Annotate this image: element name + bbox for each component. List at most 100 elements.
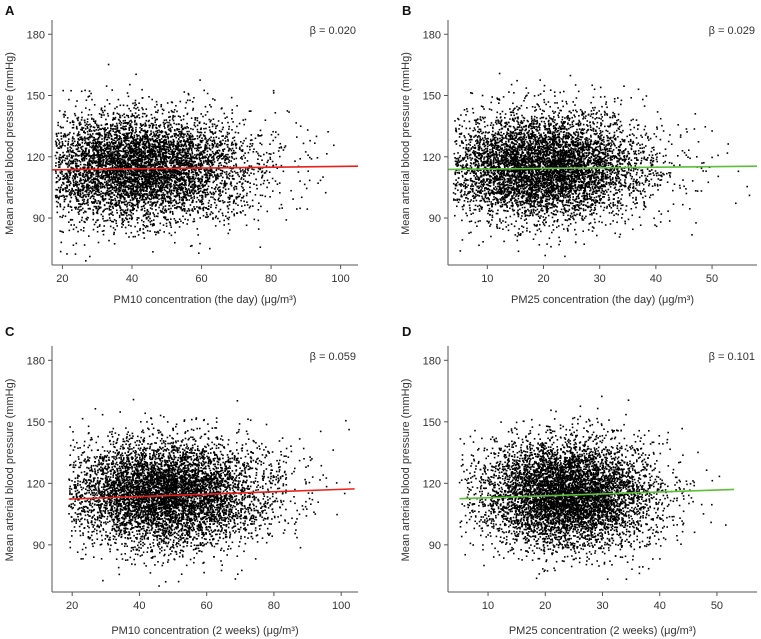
data-point: [112, 167, 114, 170]
data-point: [92, 171, 94, 174]
data-point: [130, 174, 133, 176]
data-point: [90, 191, 93, 193]
data-point: [180, 140, 182, 142]
data-point: [92, 144, 94, 147]
data-point: [74, 193, 76, 195]
data-point: [91, 98, 93, 101]
data-point: [116, 128, 118, 130]
data-point: [200, 140, 203, 142]
data-point: [121, 219, 124, 221]
data-point: [193, 97, 195, 99]
data-point: [206, 140, 209, 143]
data-point: [205, 181, 208, 183]
data-point: [105, 184, 107, 186]
data-point: [134, 190, 136, 193]
data-point: [160, 130, 163, 132]
data-point: [127, 170, 130, 173]
data-point: [173, 144, 175, 146]
data-point: [103, 164, 105, 167]
data-point: [61, 230, 63, 233]
data-point: [171, 180, 173, 182]
data-point: [154, 169, 156, 171]
data-point: [190, 168, 193, 170]
data-point: [92, 120, 95, 122]
data-point: [86, 130, 89, 133]
data-point: [213, 192, 216, 195]
data-point: [239, 193, 241, 196]
data-point: [219, 208, 222, 211]
data-point: [174, 168, 177, 171]
data-point: [106, 143, 109, 146]
data-point: [66, 185, 69, 187]
data-point: [108, 194, 111, 196]
data-point: [65, 189, 67, 192]
data-point: [253, 218, 256, 221]
data-point: [124, 155, 126, 158]
data-point: [130, 172, 132, 175]
data-point: [160, 131, 163, 134]
data-point: [188, 189, 191, 192]
data-point: [88, 129, 91, 131]
data-point: [161, 199, 163, 202]
data-point: [74, 105, 77, 108]
data-point: [181, 157, 183, 160]
data-point: [153, 193, 156, 196]
data-point: [182, 184, 185, 186]
data-point: [130, 215, 133, 217]
data-point: [73, 112, 76, 115]
data-point: [319, 179, 322, 182]
data-point: [122, 144, 125, 146]
data-point: [125, 114, 128, 117]
data-point: [184, 169, 186, 171]
data-point: [115, 133, 118, 136]
data-point: [140, 125, 143, 127]
data-point: [165, 176, 167, 178]
data-point: [111, 188, 114, 191]
data-point: [150, 150, 153, 153]
data-point: [180, 131, 183, 133]
data-point: [67, 205, 69, 207]
data-point: [169, 192, 172, 195]
data-point: [168, 189, 171, 191]
data-point: [60, 157, 63, 159]
data-point: [65, 162, 68, 165]
data-point: [95, 188, 97, 191]
data-point: [207, 205, 210, 207]
data-point: [84, 89, 86, 92]
data-point: [131, 160, 134, 162]
data-point: [98, 154, 101, 156]
data-point: [103, 140, 106, 142]
data-point: [112, 162, 114, 164]
data-point: [212, 136, 215, 139]
data-point: [165, 225, 168, 227]
data-point: [64, 114, 67, 116]
data-point: [58, 143, 60, 145]
data-point: [78, 124, 81, 126]
data-point: [265, 151, 268, 154]
data-point: [212, 145, 215, 148]
data-point: [103, 159, 105, 161]
data-point: [111, 211, 114, 213]
data-point: [103, 114, 105, 116]
data-point: [136, 184, 138, 187]
data-point: [94, 162, 97, 164]
data-point: [126, 177, 128, 179]
data-point: [172, 213, 174, 215]
data-point: [101, 196, 104, 199]
data-point: [109, 155, 111, 157]
data-point: [144, 172, 146, 175]
data-point: [116, 126, 119, 128]
data-point: [169, 119, 171, 122]
data-point: [149, 204, 151, 206]
data-point: [85, 260, 87, 262]
data-point: [152, 168, 155, 171]
data-point: [83, 157, 86, 160]
data-point: [119, 169, 122, 171]
data-point: [162, 136, 164, 138]
data-point: [121, 114, 124, 117]
data-point: [83, 171, 86, 174]
data-point: [238, 175, 240, 178]
data-point: [223, 161, 226, 164]
data-point: [107, 202, 110, 204]
data-point: [110, 172, 113, 174]
